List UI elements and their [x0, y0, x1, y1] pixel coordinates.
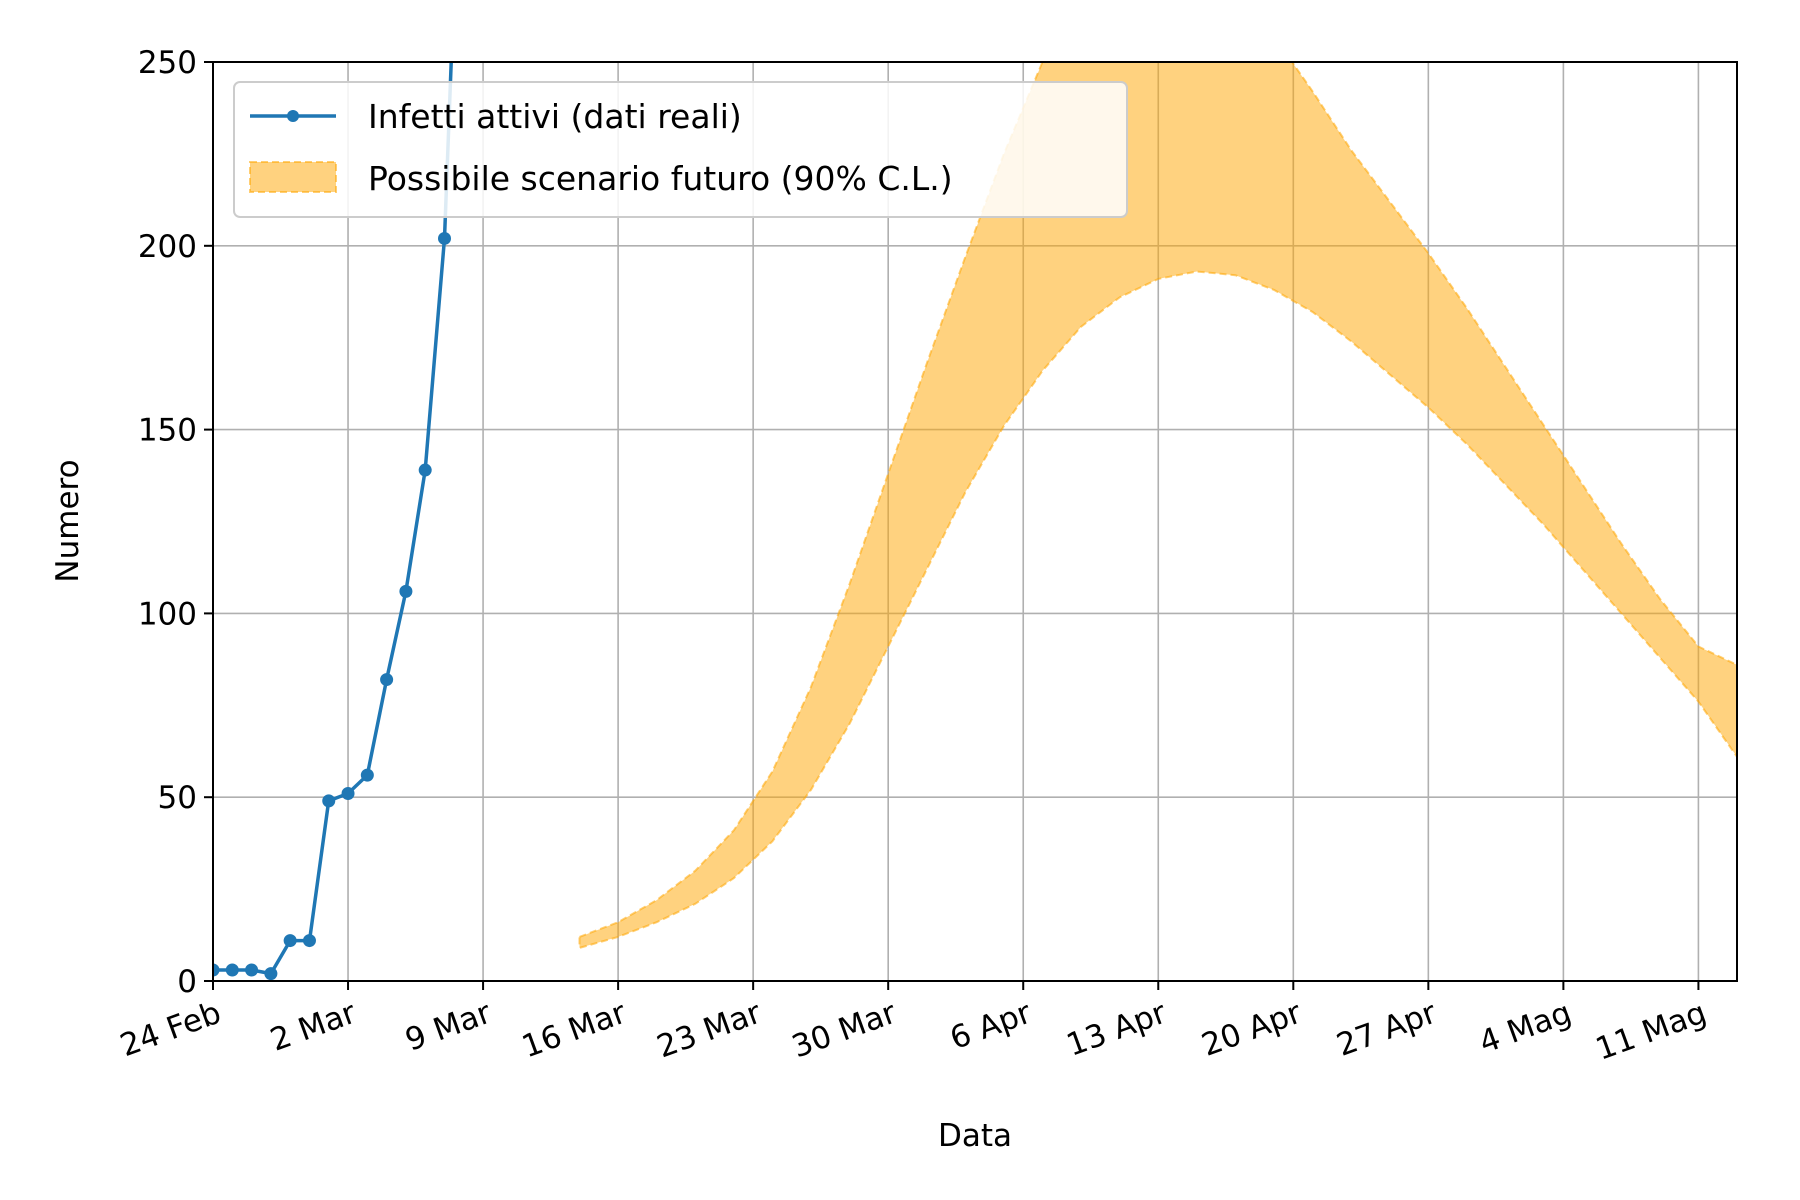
x-tick-label: 9 Mar: [401, 995, 496, 1059]
line-layer: [213, 62, 453, 981]
real-data-point: [341, 787, 355, 801]
legend-box: [233, 81, 1128, 218]
legend-label-real: Infetti attivi (dati reali): [368, 97, 742, 136]
y-tick-label: 250: [138, 45, 197, 81]
x-tick-label: 6 Apr: [945, 995, 1036, 1057]
x-tick-label: 16 Mar: [517, 995, 631, 1066]
x-axis-ticks: 24 Feb 2 Mar 9 Mar 16 Mar 23 Mar 30 Mar 6 Apr 1…: [116, 981, 1711, 1068]
x-tick-label: 20 Apr: [1197, 995, 1306, 1064]
real-data-point: [399, 584, 413, 598]
y-axis-ticks: 0 50 100 150 200 250: [138, 45, 213, 1000]
band-layer: [578, 62, 1737, 950]
x-tick-label: 23 Mar: [652, 995, 766, 1066]
x-tick-label: 4 Mag: [1475, 995, 1577, 1061]
x-axis-label: Data: [938, 1118, 1012, 1154]
plot-frame: [212, 61, 1738, 982]
real-data-point: [225, 963, 239, 977]
x-tick-label: 2 Mar: [266, 995, 361, 1059]
x-tick-label: 27 Apr: [1332, 995, 1441, 1064]
real-data-point: [322, 794, 336, 808]
x-tick-label: 30 Mar: [787, 995, 901, 1066]
x-tick-label: 24 Feb: [116, 995, 226, 1064]
real-data-point: [418, 463, 432, 477]
real-data-point: [360, 768, 374, 782]
legend: Infetti attivi (dati reali) Possibile sc…: [233, 81, 1128, 218]
y-axis-label: Numero: [50, 459, 86, 582]
y-tick-label: 50: [158, 780, 197, 816]
x-tick-label: 13 Apr: [1062, 995, 1171, 1064]
real-data-point: [245, 963, 259, 977]
x-tick-label: 11 Mag: [1591, 995, 1711, 1068]
real-data-point: [380, 673, 394, 687]
real-data-point: [437, 231, 451, 245]
legend-band-swatch: [249, 161, 337, 193]
real-data-point: [264, 967, 278, 981]
y-tick-label: 100: [138, 596, 197, 632]
y-tick-label: 150: [138, 413, 197, 449]
legend-dot-marker: [287, 110, 299, 122]
real-data-point: [283, 934, 297, 948]
legend-label-scenario: Possibile scenario futuro (90% C.L.): [368, 159, 953, 198]
y-tick-label: 200: [138, 229, 197, 265]
y-tick-label: 0: [177, 964, 197, 1000]
real-data-point: [213, 963, 220, 977]
real-data-point: [302, 934, 316, 948]
scenario-band: [578, 62, 1737, 950]
